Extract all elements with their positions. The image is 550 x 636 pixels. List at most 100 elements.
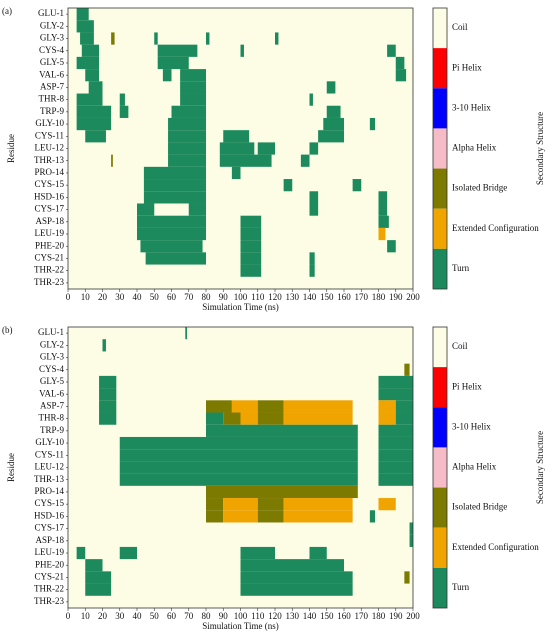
- structure-segment: [157, 44, 198, 57]
- residue-label: THR-8: [39, 413, 65, 423]
- structure-segment: [283, 510, 353, 523]
- structure-segment: [309, 203, 319, 216]
- structure-segment: [378, 191, 388, 204]
- colorbar-label: Extended Configuration: [452, 223, 539, 233]
- structure-segment: [309, 252, 315, 265]
- colorbar-label: Isolated Bridge: [452, 183, 507, 193]
- residue-label: ASP-7: [40, 81, 65, 91]
- x-tick-label: 90: [219, 611, 229, 621]
- structure-segment: [206, 485, 358, 499]
- structure-segment: [257, 498, 284, 511]
- structure-segment: [119, 473, 358, 486]
- x-tick-label: 190: [389, 292, 403, 302]
- structure-segment: [257, 510, 284, 523]
- colorbar-swatch: [433, 48, 447, 89]
- residue-label: TRP-9: [40, 425, 65, 435]
- colorbar-swatch: [433, 208, 447, 249]
- structure-segment: [168, 130, 206, 143]
- x-tick-label: 100: [234, 611, 248, 621]
- residue-label: PRO-14: [34, 486, 64, 496]
- x-axis-title: Simulation Time (ns): [202, 621, 279, 631]
- structure-segment: [378, 400, 396, 413]
- residue-label: PRO-14: [34, 167, 64, 177]
- structure-segment: [99, 375, 117, 389]
- x-tick-label: 110: [251, 292, 265, 302]
- colorbar-label: 3-10 Helix: [452, 102, 491, 112]
- y-axis-title: Residue: [6, 453, 16, 482]
- structure-segment: [309, 142, 319, 155]
- residue-label: GLY-3: [40, 33, 65, 43]
- residue-label: CYS-15: [34, 179, 64, 189]
- structure-segment: [85, 69, 100, 82]
- structure-segment: [154, 32, 158, 45]
- residue-label: THR-23: [34, 596, 64, 606]
- x-tick-label: 70: [184, 292, 194, 302]
- residue-label: THR-22: [34, 584, 64, 594]
- structure-segment: [85, 559, 103, 572]
- structure-segment: [143, 179, 206, 192]
- residue-label: THR-13: [34, 155, 64, 165]
- structure-segment: [168, 154, 206, 167]
- colorbar-label: Turn: [452, 582, 470, 592]
- x-tick-label: 140: [303, 611, 317, 621]
- residue-label: TRP-9: [40, 106, 65, 116]
- residue-label: LEU-19: [35, 547, 65, 557]
- structure-segment: [119, 546, 137, 560]
- x-tick-label: 30: [115, 611, 125, 621]
- colorbar-frame: [432, 326, 448, 609]
- colorbar-label: Turn: [452, 263, 470, 273]
- structure-segment: [323, 117, 344, 131]
- structure-segment: [99, 388, 117, 401]
- x-tick-label: 180: [372, 611, 386, 621]
- residue-label: GLU-1: [38, 8, 64, 18]
- x-tick-label: 50: [150, 611, 160, 621]
- x-tick-label: 120: [268, 611, 282, 621]
- structure-segment: [240, 44, 244, 57]
- structure-segment: [143, 191, 206, 204]
- structure-segment: [119, 436, 358, 450]
- colorbar-label: Pi Helix: [452, 381, 482, 391]
- structure-segment: [111, 154, 113, 167]
- residue-label: GLY-5: [40, 376, 65, 386]
- structure-segment: [137, 227, 206, 241]
- structure-segment: [409, 534, 413, 547]
- x-tick-label: 120: [268, 292, 282, 302]
- structure-segment: [369, 117, 376, 131]
- structure-segment: [76, 105, 112, 118]
- residue-label: PHE-20: [35, 240, 64, 250]
- residue-label: CYS-17: [34, 204, 64, 214]
- structure-segment: [102, 339, 106, 352]
- structure-segment: [283, 179, 293, 192]
- residue-label: THR-13: [34, 474, 64, 484]
- structure-segment: [395, 56, 405, 70]
- colorbar-swatch: [433, 168, 447, 209]
- x-tick-label: 140: [303, 292, 317, 302]
- residue-label: LEU-12: [35, 143, 65, 153]
- structure-segment: [309, 191, 319, 204]
- x-tick-label: 60: [167, 292, 177, 302]
- residue-label: GLY-2: [40, 20, 64, 30]
- y-axis-title: Residue: [6, 134, 16, 163]
- x-tick-label: 100: [234, 292, 248, 302]
- structure-segment: [76, 8, 89, 21]
- structure-segment: [76, 93, 103, 106]
- structure-segment: [219, 142, 255, 155]
- structure-segment: [309, 264, 315, 277]
- structure-segment: [240, 583, 353, 596]
- structure-segment: [119, 461, 358, 474]
- panel-label: (a): [2, 6, 12, 16]
- residue-label: GLY-10: [35, 118, 64, 128]
- structure-segment: [188, 203, 206, 216]
- structure-segment: [206, 510, 224, 523]
- panel-label: (b): [2, 325, 13, 335]
- structure-segment: [162, 69, 172, 82]
- residue-label: GLY-5: [40, 57, 65, 67]
- structure-segment: [140, 240, 203, 253]
- structure-segment: [137, 203, 155, 216]
- x-tick-label: 160: [337, 611, 351, 621]
- x-tick-label: 10: [81, 611, 91, 621]
- x-tick-label: 150: [320, 292, 334, 302]
- x-tick-label: 40: [133, 611, 143, 621]
- colorbar-title: Secondary Structure: [535, 112, 545, 185]
- structure-segment: [378, 449, 413, 462]
